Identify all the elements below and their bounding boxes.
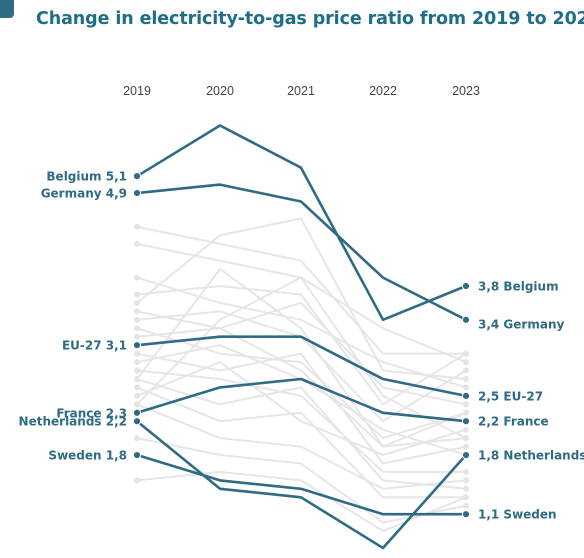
background-line-13	[136, 386, 466, 499]
background-point	[134, 274, 140, 281]
end-label-germany: 3,4 Germany	[478, 317, 564, 331]
start-label-sweden: Sweden 1,8	[48, 449, 127, 463]
series-line-sweden	[135, 453, 468, 516]
background-point	[463, 359, 469, 366]
background-line-3	[136, 276, 467, 389]
background-line-9	[136, 352, 467, 465]
page-title: Change in electricity-to-gas price ratio…	[36, 9, 584, 29]
background-point	[134, 308, 140, 315]
background-point	[463, 367, 469, 374]
start-point-eu-27	[132, 341, 142, 350]
background-point	[134, 384, 140, 391]
background-point	[463, 477, 469, 484]
background-point	[134, 299, 140, 306]
background-point	[134, 350, 140, 357]
end-point-france	[461, 417, 471, 426]
start-point-netherlands	[132, 417, 142, 426]
background-point	[463, 350, 469, 357]
year-label-2023: 2023	[452, 84, 480, 98]
background-line-4	[136, 285, 467, 406]
background-point	[134, 325, 140, 332]
series-line-netherlands	[135, 419, 468, 550]
background-point	[463, 443, 469, 450]
end-label-belgium: 3,8 Belgium	[478, 280, 559, 294]
start-label-germany: Germany 4,9	[41, 187, 127, 201]
background-point	[134, 477, 140, 484]
background-line-20	[136, 268, 467, 448]
end-point-belgium	[461, 281, 471, 291]
background-point	[134, 316, 140, 323]
start-point-germany	[132, 188, 142, 198]
end-label-sweden: 1,1 Sweden	[478, 508, 557, 522]
end-point-eu-27	[461, 391, 471, 400]
background-series-group	[134, 217, 469, 533]
background-point	[463, 426, 469, 433]
background-point	[134, 223, 140, 230]
background-point	[463, 502, 469, 509]
background-line-11	[136, 369, 466, 473]
background-point	[134, 291, 140, 298]
background-point	[463, 494, 469, 501]
start-point-france	[132, 408, 142, 417]
background-point	[134, 392, 140, 399]
end-label-france: 2,2 France	[478, 415, 549, 429]
end-label-eu-27: 2,5 EU-27	[478, 389, 543, 403]
year-label-2022: 2022	[369, 84, 397, 98]
background-point	[463, 401, 469, 408]
title-accent-tab	[0, 0, 14, 18]
background-point	[134, 435, 140, 442]
year-label-2019: 2019	[123, 84, 151, 98]
background-point	[134, 401, 140, 408]
background-line-17	[136, 470, 467, 533]
background-line-1	[136, 225, 466, 355]
start-label-belgium: Belgium 5,1	[46, 170, 127, 184]
series-line-eu-27	[135, 335, 468, 398]
background-point	[463, 485, 469, 492]
background-line-14	[136, 361, 467, 456]
series-line-belgium	[135, 124, 468, 322]
end-point-netherlands	[461, 450, 471, 460]
background-point	[134, 367, 140, 374]
year-axis: 2019 2020 2021 2022 2023	[123, 84, 480, 98]
background-line-18	[136, 217, 467, 380]
background-point	[463, 375, 469, 382]
background-point	[134, 359, 140, 366]
background-line-8	[136, 327, 467, 448]
background-line-19	[136, 276, 467, 439]
background-point	[134, 375, 140, 382]
background-point	[463, 435, 469, 442]
end-point-germany	[461, 315, 471, 324]
background-point	[463, 468, 469, 475]
background-line-7	[136, 327, 467, 440]
start-label-netherlands: Netherlands 2,2	[19, 415, 127, 429]
start-label-france: France 2,3	[56, 406, 127, 420]
start-point-belgium	[132, 172, 142, 181]
background-line-5	[136, 301, 467, 406]
series-line-france	[135, 377, 468, 423]
series-labels: Belgium 5,1 3,8 Belgium Germany 4,9 3,4 Ger…	[19, 170, 584, 522]
start-label-eu-27: EU-27 3,1	[62, 339, 127, 353]
background-point	[463, 384, 469, 391]
series-line-germany	[135, 183, 468, 322]
background-line-15	[136, 403, 467, 490]
end-point-sweden	[461, 510, 471, 519]
year-label-2021: 2021	[287, 84, 315, 98]
highlighted-series-group	[132, 124, 471, 550]
background-point	[134, 240, 140, 247]
start-point-sweden	[132, 450, 142, 460]
year-label-2020: 2020	[206, 84, 234, 98]
background-point	[463, 409, 469, 416]
end-label-netherlands: 1,8 Netherlands	[478, 449, 584, 463]
background-point	[134, 333, 140, 340]
